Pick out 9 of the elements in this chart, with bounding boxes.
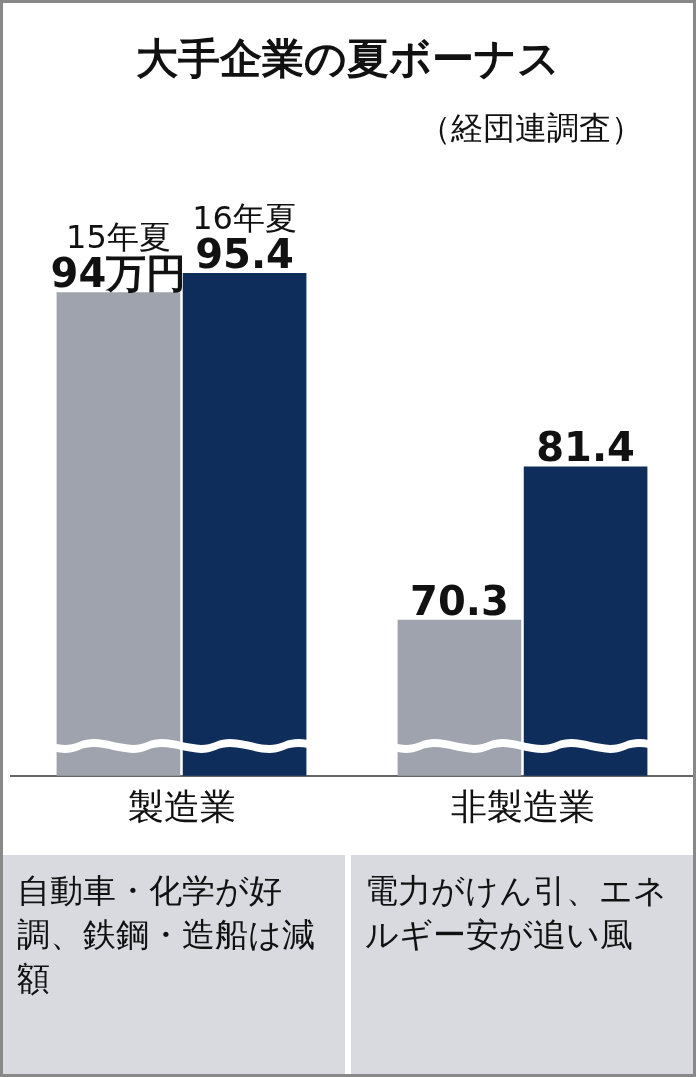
data-label: 70.3 — [410, 577, 509, 624]
x-tick-label: 非製造業 — [450, 785, 595, 827]
series-label: 16年夏 — [192, 199, 297, 237]
x-tick-label: 製造業 — [127, 785, 236, 827]
chart-subtitle: （経団連調査） — [419, 108, 643, 149]
chart-title: 大手企業の夏ボーナス — [135, 33, 561, 85]
note-box: 自動車・化学が好調、鉄鋼・造船は減額 — [3, 855, 345, 1074]
note-box: 電力がけん引、エネルギー安が追い風 — [351, 855, 693, 1074]
data-label: 81.4 — [536, 424, 635, 471]
